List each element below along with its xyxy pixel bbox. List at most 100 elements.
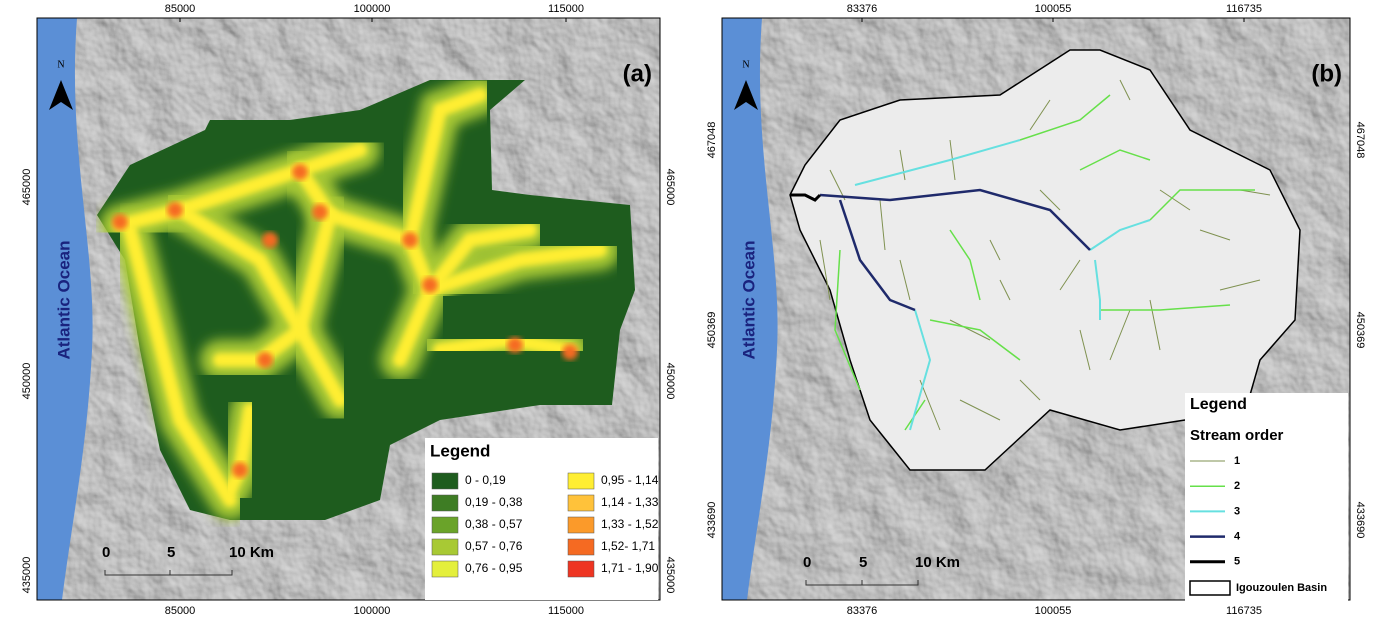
y-coordinate-label: 433690 <box>706 502 718 539</box>
stream <box>790 193 822 202</box>
y-coordinate-label: 465000 <box>664 169 676 206</box>
ocean <box>37 18 93 600</box>
scale-label: 5 <box>167 544 175 561</box>
north-arrow <box>734 80 758 110</box>
map-panel: 85000 85000 100000 100000 115000 115000 465000… <box>21 3 676 617</box>
legend-label: 4 <box>1234 531 1241 543</box>
y-coordinate-label: 467048 <box>706 122 718 159</box>
north-label: N <box>742 59 749 70</box>
legend-swatch <box>1189 580 1231 596</box>
ocean-label: Atlantic Ocean <box>54 240 73 359</box>
scale-label: 10 Km <box>229 544 274 561</box>
legend-box <box>425 438 658 600</box>
legend-swatch <box>567 494 595 512</box>
legend-label: 1,14 - 1,33 <box>601 495 659 509</box>
y-coordinate-label: 467048 <box>1354 122 1366 159</box>
x-coordinate-label: 85000 <box>165 605 196 617</box>
hotspot <box>257 352 273 368</box>
x-coordinate-label: 85000 <box>165 3 196 15</box>
legend-label: 0,95 - 1,14 <box>601 473 659 487</box>
hotspot <box>292 164 308 180</box>
maps: 85000 85000 100000 100000 115000 115000 465000… <box>21 3 1366 617</box>
ocean <box>722 18 778 600</box>
legend-label: 3 <box>1234 505 1240 517</box>
x-coordinate-label: 116735 <box>1226 605 1262 617</box>
legend-label: 0,38 - 0,57 <box>465 517 523 531</box>
basin <box>789 49 1301 471</box>
legend-swatch <box>431 472 459 490</box>
scale-label: 5 <box>859 554 867 571</box>
legend-label: 1,71 - 1,90 <box>601 561 659 575</box>
north-label: N <box>57 59 64 70</box>
y-coordinate-label: 433690 <box>1354 502 1366 539</box>
legend-swatch <box>567 516 595 534</box>
x-coordinate-label: 116735 <box>1226 3 1262 15</box>
legend-swatch <box>567 560 595 578</box>
hotspot <box>507 337 523 353</box>
hotspot <box>312 204 328 220</box>
hotspot <box>402 232 418 248</box>
frame <box>36 17 661 601</box>
halo-core <box>123 223 237 507</box>
legend-label: Igouzoulen Basin <box>1236 582 1327 594</box>
y-coordinate-label: 465000 <box>21 169 33 206</box>
scale-label: 0 <box>102 544 110 561</box>
x-coordinate-label: 100055 <box>1035 605 1072 617</box>
legend-subtitle: Stream order <box>1190 427 1284 444</box>
legend-label: 2 <box>1234 480 1240 492</box>
halo-core <box>113 143 367 232</box>
legend-label: 5 <box>1234 556 1240 568</box>
legend-box <box>1185 393 1348 605</box>
hotspot <box>112 214 128 230</box>
x-coordinate-label: 100055 <box>1035 3 1072 15</box>
halo-core <box>403 88 487 247</box>
legend-swatch <box>431 494 459 512</box>
scale-label: 0 <box>803 554 811 571</box>
legend-swatch <box>431 516 459 534</box>
legend-swatch <box>567 472 595 490</box>
north-arrow <box>49 80 73 110</box>
x-coordinate-label: 115000 <box>548 3 584 15</box>
legend-label: 1 <box>1234 455 1240 467</box>
hotspot <box>262 232 278 248</box>
legend-label: 0,76 - 0,95 <box>465 561 523 575</box>
x-coordinate-label: 83376 <box>847 3 878 15</box>
scale-label: 10 Km <box>915 554 960 571</box>
hotspot <box>562 344 578 360</box>
stream <box>819 188 1091 312</box>
y-coordinate-label: 450369 <box>1354 312 1366 349</box>
panel-label: (b) <box>1311 60 1342 87</box>
halo-core <box>423 223 537 297</box>
stream <box>854 139 1151 431</box>
frame <box>721 17 1351 601</box>
stream <box>819 79 1271 431</box>
hotspot <box>232 462 248 478</box>
y-coordinate-label: 450000 <box>21 363 33 400</box>
legend-swatch <box>431 538 459 556</box>
x-coordinate-label: 100000 <box>354 605 391 617</box>
y-coordinate-label: 435000 <box>21 557 33 594</box>
legend-swatch <box>431 560 459 578</box>
x-coordinate-label: 100000 <box>354 3 391 15</box>
density-halos <box>100 75 620 520</box>
legend-title: Legend <box>1190 396 1247 413</box>
halo-core <box>423 243 607 297</box>
hotspot <box>422 277 438 293</box>
legend-label: 0,19 - 0,38 <box>465 495 523 509</box>
legend-swatch <box>567 538 595 556</box>
legend-label: 1,52- 1,71 <box>601 539 655 553</box>
ocean-label: Atlantic Ocean <box>739 240 758 359</box>
map-panel: 83376 83376 100055 100055 116735 116735 467048… <box>706 3 1366 617</box>
legend-label: 1,33 - 1,52 <box>601 517 659 531</box>
scale-bar <box>104 570 233 576</box>
stream <box>834 94 1255 431</box>
legend-label: 0 - 0,19 <box>465 473 506 487</box>
x-coordinate-label: 83376 <box>847 605 878 617</box>
scale-bar <box>805 580 919 586</box>
halo-core <box>292 208 347 407</box>
x-coordinate-label: 115000 <box>548 605 584 617</box>
legend-title: Legend <box>430 441 490 460</box>
legend-label: 0,57 - 0,76 <box>465 539 523 553</box>
y-coordinate-label: 450000 <box>664 363 676 400</box>
